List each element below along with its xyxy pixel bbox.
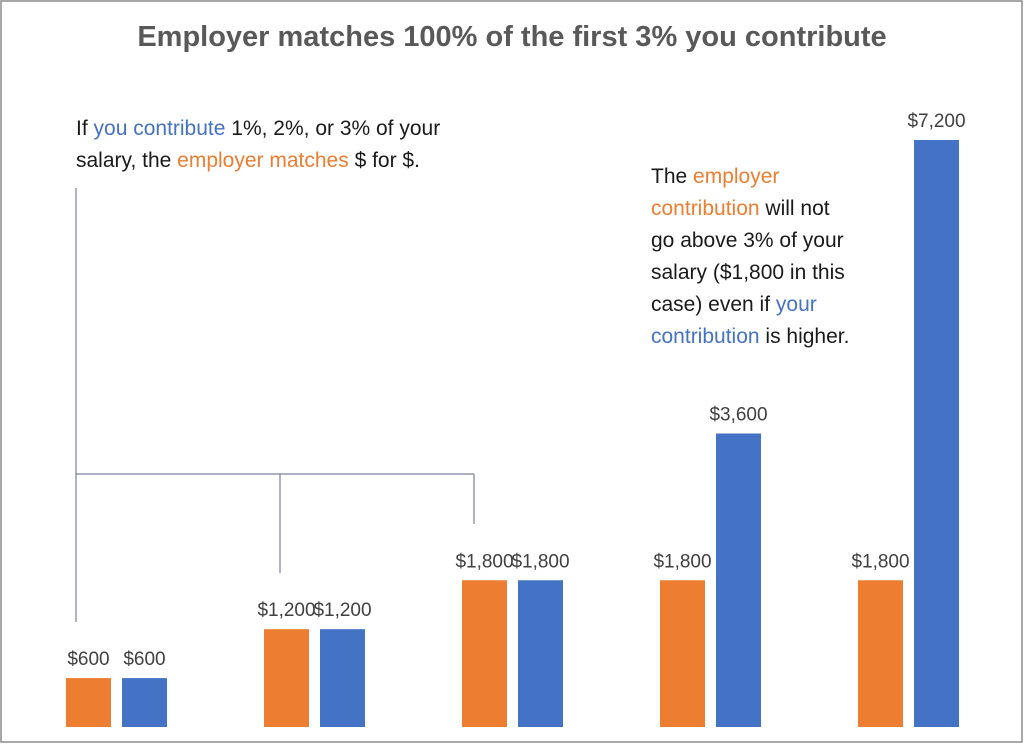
value-label-you-1: $600: [123, 649, 165, 670]
value-label-employer-4: $1,800: [653, 551, 711, 572]
annotation-right-span: will not: [760, 197, 830, 220]
annotation-right-span: contribution: [651, 197, 760, 220]
value-label-you-2: $1,200: [313, 600, 371, 621]
annotation-left-span: 1%, 2%, or 3% of your: [225, 117, 440, 140]
value-labels-group: $600 $600$1,200$1,200$1,800$1,800 $1,800$3…: [67, 111, 965, 670]
annotation-right-span: contribution: [651, 325, 760, 348]
annotation-right-line-5: case) even if your: [651, 293, 817, 316]
annotation-left-span: you contribute: [94, 117, 226, 140]
annotations-group: If you contribute 1%, 2%, or 3% of your s…: [76, 117, 849, 348]
annotation-left-span: If: [76, 117, 94, 140]
annotation-left-line-2: salary, the employer matches $ for $.: [76, 149, 420, 172]
annotation-right-span: go above 3% of your: [651, 229, 844, 252]
bar-you-3: [518, 580, 563, 727]
bars-group: [66, 140, 959, 727]
bracket-group: [75, 188, 475, 622]
bar-employer-1: [66, 678, 111, 727]
bar-employer-2: [264, 629, 309, 727]
bar-employer-5: [858, 580, 903, 727]
bar-you-4: [716, 433, 761, 727]
annotation-right-line-4: salary ($1,800 in this: [651, 261, 845, 284]
bar-employer-3: [462, 580, 507, 727]
bar-you-2: [320, 629, 365, 727]
value-label-employer-1: $600: [67, 649, 109, 670]
annotation-right-span: employer: [693, 165, 779, 188]
annotation-right-span: salary ($1,800 in this: [651, 261, 845, 284]
value-label-employer-2: $1,200: [257, 600, 315, 621]
annotation-left-span: salary, the: [76, 149, 177, 172]
annotation-right-line-6: contribution is higher.: [651, 325, 849, 348]
value-label-employer-3: $1,800: [455, 551, 513, 572]
annotation-right-span: is higher.: [760, 325, 850, 348]
value-label-employer-5: $1,800: [851, 551, 909, 572]
annotation-right-span: your: [776, 293, 817, 316]
value-label-you-4: $3,600: [709, 405, 767, 426]
value-label-you-5: $7,200: [907, 111, 965, 132]
chart-title: Employer matches 100% of the first 3% yo…: [137, 21, 886, 53]
annotation-right-line-1: The employer: [651, 165, 779, 188]
value-label-you-3: $1,800: [511, 551, 569, 572]
bar-employer-4: [660, 580, 705, 727]
annotation-right-line-2: contribution will not: [651, 197, 830, 220]
annotation-left-span: employer matches: [177, 149, 349, 172]
annotation-left-span: $ for $.: [349, 149, 420, 172]
annotation-left-line-1: If you contribute 1%, 2%, or 3% of your: [76, 117, 440, 140]
bar-you-5: [914, 140, 959, 727]
annotation-right-span: case) even if: [651, 293, 776, 316]
bar-you-1: [122, 678, 167, 727]
annotation-right-line-3: go above 3% of your: [651, 229, 844, 252]
annotation-right-span: The: [651, 165, 693, 188]
